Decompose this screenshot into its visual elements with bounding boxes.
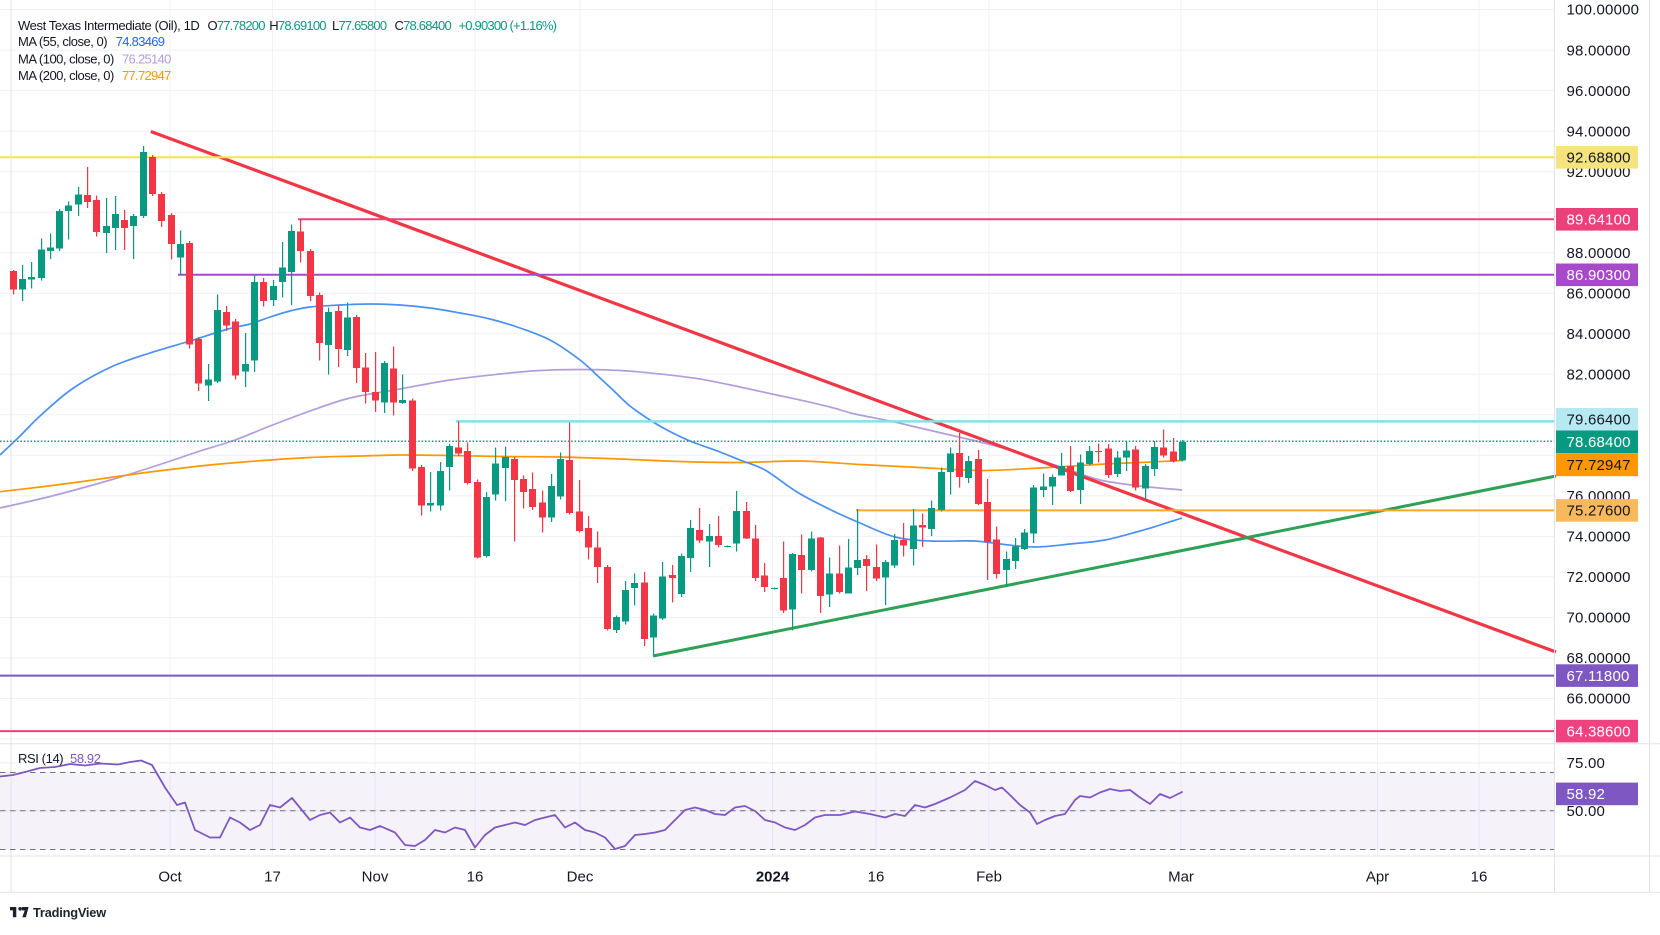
svg-text:H78.69100: H78.69100 — [269, 18, 326, 33]
svg-text:86.90300: 86.90300 — [1567, 267, 1631, 284]
svg-text:67.11800: 67.11800 — [1567, 668, 1630, 685]
svg-text:16: 16 — [467, 869, 484, 886]
svg-text:74.83469: 74.83469 — [116, 34, 165, 49]
svg-text:16: 16 — [1471, 869, 1488, 886]
svg-text:78.68400: 78.68400 — [1567, 434, 1631, 451]
svg-text:16: 16 — [868, 869, 885, 886]
svg-text:82.00000: 82.00000 — [1567, 367, 1631, 384]
svg-text:68.00000: 68.00000 — [1567, 650, 1631, 667]
svg-text:Oct: Oct — [158, 869, 182, 886]
svg-text:Dec: Dec — [567, 869, 594, 886]
svg-text:72.00000: 72.00000 — [1567, 569, 1631, 586]
svg-text:O77.78200: O77.78200 — [208, 18, 266, 33]
svg-text:58.92: 58.92 — [1567, 786, 1606, 803]
svg-text:MA (55, close, 0): MA (55, close, 0) — [18, 34, 107, 49]
svg-text:2024: 2024 — [756, 869, 790, 886]
svg-text:Mar: Mar — [1168, 869, 1194, 886]
svg-text:84.00000: 84.00000 — [1567, 326, 1631, 343]
svg-text:58.92: 58.92 — [70, 751, 101, 766]
svg-text:98.00000: 98.00000 — [1567, 42, 1631, 59]
svg-text:94.00000: 94.00000 — [1567, 123, 1631, 140]
svg-text:70.00000: 70.00000 — [1567, 610, 1631, 627]
svg-text:66.00000: 66.00000 — [1567, 691, 1631, 708]
svg-text:+0.90300 (+1.16%): +0.90300 (+1.16%) — [459, 18, 557, 33]
svg-text:76.25140: 76.25140 — [122, 52, 171, 67]
svg-text:100.00000: 100.00000 — [1567, 2, 1640, 19]
svg-text:92.68800: 92.68800 — [1567, 150, 1631, 167]
svg-text:77.72947: 77.72947 — [1567, 457, 1631, 474]
svg-text:89.64100: 89.64100 — [1567, 212, 1631, 229]
svg-text:96.00000: 96.00000 — [1567, 83, 1631, 100]
svg-text:50.00: 50.00 — [1567, 803, 1606, 820]
svg-text:77.72947: 77.72947 — [122, 68, 171, 83]
svg-text:West Texas Intermediate (Oil),: West Texas Intermediate (Oil), 1D — [18, 18, 199, 33]
svg-text:Feb: Feb — [976, 869, 1002, 886]
svg-text:88.00000: 88.00000 — [1567, 245, 1631, 262]
svg-text:86.00000: 86.00000 — [1567, 285, 1631, 302]
svg-text:17: 17 — [264, 869, 281, 886]
svg-text:64.38600: 64.38600 — [1567, 723, 1631, 740]
svg-text:TradingView: TradingView — [33, 905, 106, 920]
svg-text:75.00: 75.00 — [1567, 755, 1606, 772]
svg-text:75.27600: 75.27600 — [1567, 503, 1631, 520]
svg-text:RSI (14): RSI (14) — [18, 751, 63, 766]
svg-text:74.00000: 74.00000 — [1567, 529, 1631, 546]
svg-text:L77.65800: L77.65800 — [332, 18, 387, 33]
svg-text:MA (100, close, 0): MA (100, close, 0) — [18, 52, 114, 67]
svg-text:Nov: Nov — [362, 869, 389, 886]
svg-text:Apr: Apr — [1366, 869, 1389, 886]
svg-text:C78.68400: C78.68400 — [395, 18, 452, 33]
svg-text:MA (200, close, 0): MA (200, close, 0) — [18, 68, 114, 83]
svg-text:79.66400: 79.66400 — [1567, 411, 1631, 428]
